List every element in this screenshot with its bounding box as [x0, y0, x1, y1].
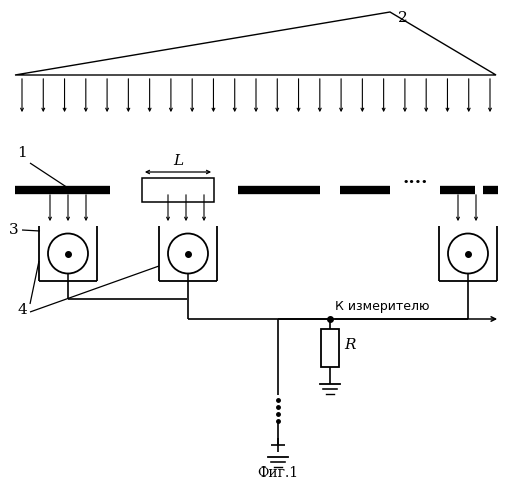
Text: R: R — [344, 338, 356, 352]
Text: 2: 2 — [398, 11, 408, 25]
Bar — [142, 178, 214, 202]
Text: 4: 4 — [17, 303, 27, 317]
Text: 1: 1 — [17, 146, 27, 160]
Circle shape — [168, 234, 208, 274]
Circle shape — [448, 234, 488, 274]
Text: 3: 3 — [9, 223, 19, 237]
Text: L: L — [173, 154, 183, 168]
Text: ....: .... — [402, 169, 428, 187]
Bar — [321, 329, 339, 367]
Text: К измерителю: К измерителю — [335, 300, 430, 313]
Circle shape — [48, 234, 88, 274]
Text: Фиг.1: Фиг.1 — [258, 466, 298, 480]
